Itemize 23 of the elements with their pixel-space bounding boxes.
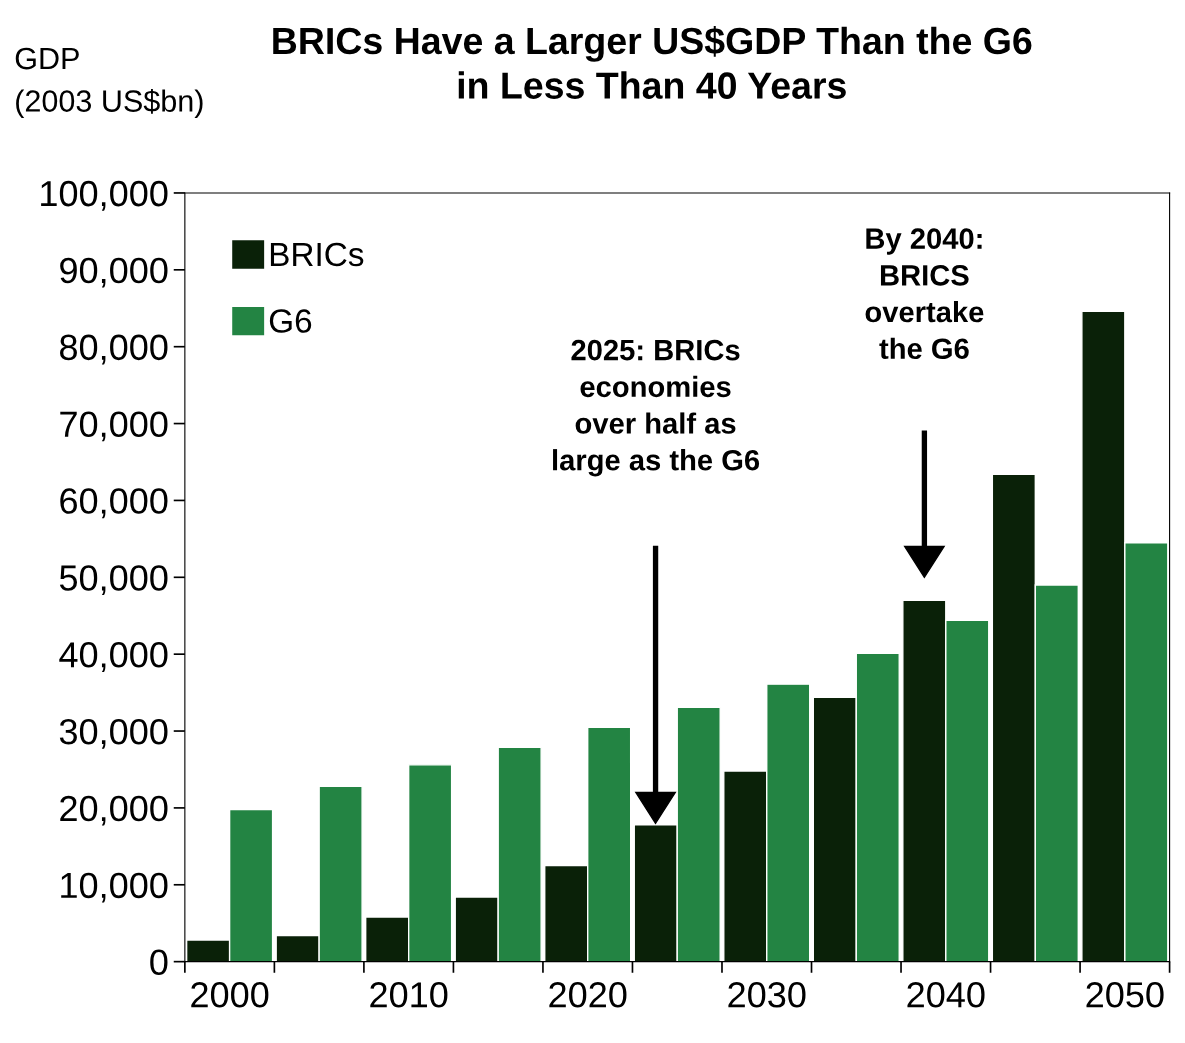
x-tick-label: 2030 [728, 982, 806, 1008]
y-tick-label: 20,000 [60, 795, 168, 826]
y-tick-label: 70,000 [60, 411, 168, 442]
y-tick-label: 100,000 [41, 180, 168, 211]
y-tick-label: 0 [150, 949, 168, 976]
annotation: By 2040: BRICS overtake the G6 [865, 228, 984, 360]
y-tick-label: 80,000 [60, 334, 168, 365]
x-tick-label: 2000 [191, 982, 269, 1008]
legend-label: G6 [269, 309, 312, 333]
y-tick-label: 30,000 [59, 718, 168, 749]
x-tick-label: 2020 [549, 982, 627, 1008]
y-tick-label: 50,000 [59, 565, 168, 596]
legend-label: BRICs [270, 242, 364, 267]
y-axis-title: GDP (2003 US$bn) [15, 47, 203, 118]
x-tick-label: 2040 [907, 982, 985, 1008]
annotation: 2025: BRICs economies over half as large as the G6 [553, 339, 760, 477]
x-tick-label: 2010 [370, 982, 448, 1008]
y-tick-label: 10,000 [61, 872, 168, 903]
y-tick-label: 40,000 [59, 642, 168, 672]
y-tick-label: 90,000 [60, 257, 168, 288]
y-tick-label: 60,000 [60, 488, 168, 519]
chart-title: BRICs Have a Larger US$GDP Than the G6 in Less Than 40 Years [273, 26, 1032, 99]
x-tick-label: 2050 [1086, 982, 1164, 1008]
